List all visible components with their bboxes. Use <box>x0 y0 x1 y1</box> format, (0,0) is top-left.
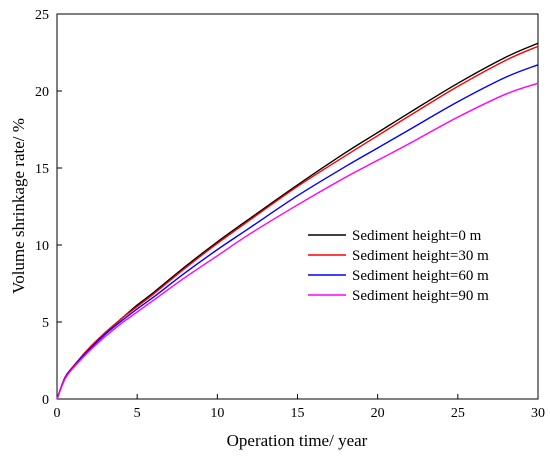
y-tick-label: 5 <box>42 316 49 331</box>
plot-frame <box>56 13 539 400</box>
series-line-3 <box>56 82 539 400</box>
legend: Sediment height=0 m Sediment height=30 m S… <box>308 228 489 304</box>
x-tick-label: 5 <box>134 406 141 421</box>
x-tick-label: 0 <box>54 406 61 421</box>
legend-label-3: Sediment height=90 m <box>352 288 489 304</box>
x-tick-label: 20 <box>371 406 385 421</box>
series-line-1 <box>56 45 539 400</box>
y-tick-label: 10 <box>35 239 49 254</box>
y-tick-label: 25 <box>35 8 49 23</box>
x-axis-title: Operation time/ year <box>227 431 368 450</box>
x-tick-label: 15 <box>291 406 305 421</box>
y-axis-ticks: 0 5 10 15 20 25 <box>35 8 62 408</box>
series-line-2 <box>56 64 539 400</box>
y-tick-label: 20 <box>35 85 49 100</box>
series-lines <box>56 42 539 400</box>
x-tick-label: 30 <box>531 406 545 421</box>
y-tick-label: 15 <box>35 162 49 177</box>
series-line-0 <box>56 42 539 400</box>
x-axis-ticks: 0 5 10 15 20 25 30 <box>54 394 545 421</box>
legend-label-2: Sediment height=60 m <box>352 268 489 284</box>
y-tick-label: 0 <box>42 393 49 408</box>
legend-label-0: Sediment height=0 m <box>352 228 482 244</box>
x-tick-label: 10 <box>210 406 224 421</box>
x-tick-label: 25 <box>451 406 465 421</box>
legend-label-1: Sediment height=30 m <box>352 248 489 264</box>
y-axis-title: Volume shrinkage rate/ % <box>9 118 28 294</box>
